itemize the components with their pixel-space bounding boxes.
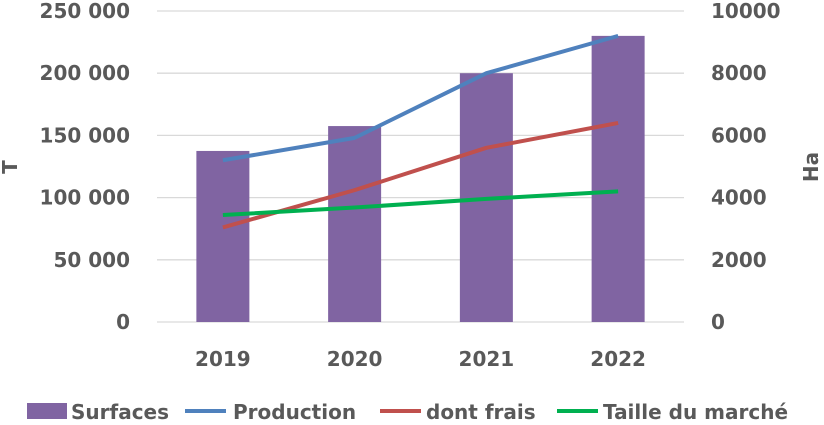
x-tick-label: 2021: [459, 347, 515, 371]
legend-item: Taille du marché: [557, 400, 788, 424]
legend-label: Surfaces: [71, 400, 169, 424]
bar-2019: [196, 150, 250, 322]
left-tick-label: 200 000: [40, 61, 130, 85]
right-tick-label: 6000: [711, 123, 767, 147]
legend: Surfaces Production dont frais Taille du ma…: [27, 400, 788, 424]
right-axis-ticks: 0 2000 4000 6000 8000 10000: [711, 0, 781, 334]
right-tick-label: 2000: [711, 248, 767, 272]
left-tick-label: 100 000: [40, 186, 130, 210]
x-tick-label: 2020: [327, 347, 383, 371]
left-axis-title: T: [0, 160, 22, 174]
legend-item: dont frais: [380, 400, 536, 424]
line-dont-frais: [222, 120, 619, 230]
left-tick-label: 0: [116, 310, 130, 334]
left-axis-ticks: 0 50 000 100 000 150 000 200 000 250 000: [40, 0, 130, 334]
left-tick-label: 50 000: [53, 248, 130, 272]
x-tick-label: 2022: [590, 347, 646, 371]
line-production: [222, 33, 619, 163]
legend-item: Production: [185, 400, 356, 424]
bar-series: [196, 35, 645, 322]
bar-2020: [328, 126, 382, 322]
right-axis-title: Ha: [799, 152, 823, 182]
right-tick-label: 4000: [711, 186, 767, 210]
left-tick-label: 250 000: [40, 0, 130, 23]
left-tick-label: 150 000: [40, 123, 130, 147]
x-axis-ticks: 2019 2020 2021 2022: [195, 347, 646, 371]
right-tick-label: 0: [711, 310, 725, 334]
right-tick-label: 10000: [711, 0, 781, 23]
legend-label: Taille du marché: [603, 400, 788, 424]
right-tick-label: 8000: [711, 61, 767, 85]
legend-label: Production: [233, 400, 356, 424]
bar-2022: [591, 35, 645, 322]
legend-label: dont frais: [426, 400, 536, 424]
line-series: [222, 33, 619, 230]
legend-item: Surfaces: [27, 400, 169, 424]
legend-swatch: [27, 403, 67, 419]
line-taille-du-march-: [222, 189, 619, 218]
x-tick-label: 2019: [195, 347, 251, 371]
